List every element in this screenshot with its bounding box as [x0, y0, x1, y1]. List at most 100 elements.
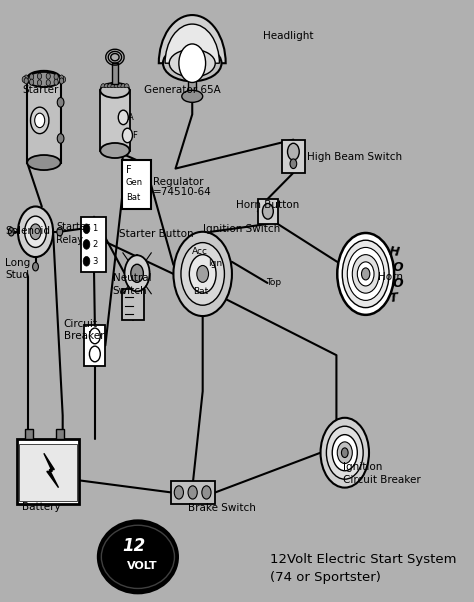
- Text: T: T: [389, 291, 398, 305]
- Circle shape: [362, 268, 370, 280]
- Bar: [100, 90, 129, 150]
- Circle shape: [60, 78, 64, 84]
- Circle shape: [22, 76, 27, 82]
- Circle shape: [347, 247, 384, 300]
- Wedge shape: [121, 84, 126, 87]
- Polygon shape: [44, 453, 58, 488]
- Circle shape: [37, 79, 42, 85]
- Bar: [19, 444, 77, 501]
- Circle shape: [29, 79, 34, 85]
- Ellipse shape: [100, 143, 129, 158]
- Bar: [282, 140, 305, 173]
- Circle shape: [24, 78, 28, 84]
- Text: Solenoid: Solenoid: [5, 226, 50, 235]
- Text: Battery: Battery: [22, 503, 60, 512]
- Bar: [25, 429, 33, 439]
- Text: Long
Stud: Long Stud: [5, 258, 30, 280]
- Ellipse shape: [98, 521, 178, 593]
- Text: F: F: [126, 166, 131, 175]
- Circle shape: [60, 75, 64, 81]
- Text: 1: 1: [92, 225, 97, 233]
- Wedge shape: [108, 84, 112, 87]
- Wedge shape: [159, 15, 226, 63]
- Circle shape: [29, 74, 34, 80]
- Circle shape: [337, 442, 352, 464]
- Circle shape: [188, 486, 197, 499]
- Text: O: O: [393, 261, 403, 274]
- Ellipse shape: [100, 82, 129, 98]
- Circle shape: [332, 435, 357, 471]
- Circle shape: [54, 79, 58, 85]
- Wedge shape: [104, 84, 109, 87]
- Circle shape: [320, 418, 369, 488]
- Text: 12: 12: [122, 537, 146, 555]
- Text: VOLT: VOLT: [127, 561, 157, 571]
- Circle shape: [181, 243, 224, 305]
- Text: Bat: Bat: [126, 193, 140, 202]
- Wedge shape: [165, 24, 219, 63]
- Circle shape: [118, 110, 128, 125]
- Text: H: H: [389, 245, 400, 259]
- Text: Gen: Gen: [126, 178, 143, 187]
- Text: Circuit
Breaker: Circuit Breaker: [64, 318, 104, 341]
- Circle shape: [327, 426, 363, 479]
- Circle shape: [62, 76, 65, 82]
- Circle shape: [90, 346, 100, 362]
- Circle shape: [342, 240, 389, 308]
- Text: O: O: [393, 277, 403, 290]
- Circle shape: [83, 224, 90, 234]
- Bar: [84, 325, 105, 366]
- Bar: [258, 199, 278, 224]
- Circle shape: [37, 73, 42, 79]
- Circle shape: [174, 486, 183, 499]
- Ellipse shape: [182, 90, 203, 102]
- Wedge shape: [114, 84, 119, 87]
- Circle shape: [57, 98, 64, 107]
- Circle shape: [179, 44, 206, 82]
- Text: Brake Switch: Brake Switch: [188, 503, 256, 513]
- Text: Starter
Relay: Starter Relay: [56, 222, 90, 244]
- Circle shape: [83, 256, 90, 266]
- Circle shape: [24, 75, 28, 81]
- Text: Headlight: Headlight: [263, 31, 314, 41]
- Circle shape: [30, 107, 49, 134]
- Circle shape: [173, 232, 232, 316]
- Circle shape: [90, 328, 100, 344]
- Circle shape: [357, 262, 374, 286]
- Wedge shape: [118, 84, 122, 87]
- Circle shape: [352, 255, 379, 293]
- Circle shape: [290, 159, 297, 169]
- Circle shape: [9, 228, 14, 236]
- Text: Bat: Bat: [193, 287, 209, 296]
- Ellipse shape: [101, 525, 174, 589]
- Text: Regulator: Regulator: [153, 178, 203, 187]
- Circle shape: [337, 233, 394, 315]
- Ellipse shape: [169, 49, 215, 77]
- Text: High Beam Switch: High Beam Switch: [307, 152, 402, 161]
- Text: Ign: Ign: [208, 259, 222, 268]
- Bar: [171, 481, 215, 504]
- Circle shape: [35, 113, 45, 128]
- Circle shape: [341, 448, 348, 458]
- Circle shape: [46, 79, 50, 85]
- Text: Ignition
Circuit Breaker: Ignition Circuit Breaker: [343, 462, 420, 485]
- Circle shape: [33, 262, 38, 271]
- Ellipse shape: [27, 155, 61, 170]
- Circle shape: [197, 265, 209, 282]
- Bar: [111, 63, 118, 84]
- Circle shape: [46, 73, 50, 79]
- Circle shape: [30, 224, 41, 240]
- Bar: [56, 429, 64, 439]
- Circle shape: [189, 255, 216, 293]
- Text: F: F: [132, 131, 137, 140]
- Text: Starter Button: Starter Button: [119, 229, 194, 238]
- Text: Top: Top: [266, 278, 282, 287]
- Text: Generator 65A: Generator 65A: [144, 85, 221, 95]
- Text: 3: 3: [92, 257, 97, 265]
- Text: 12Volt Electric Start System
(74 or Sportster): 12Volt Electric Start System (74 or Spor…: [270, 553, 456, 585]
- Text: 2: 2: [92, 240, 97, 249]
- Text: Ignition Switch: Ignition Switch: [203, 224, 280, 234]
- Wedge shape: [124, 84, 129, 87]
- Circle shape: [25, 216, 46, 247]
- Ellipse shape: [27, 72, 61, 87]
